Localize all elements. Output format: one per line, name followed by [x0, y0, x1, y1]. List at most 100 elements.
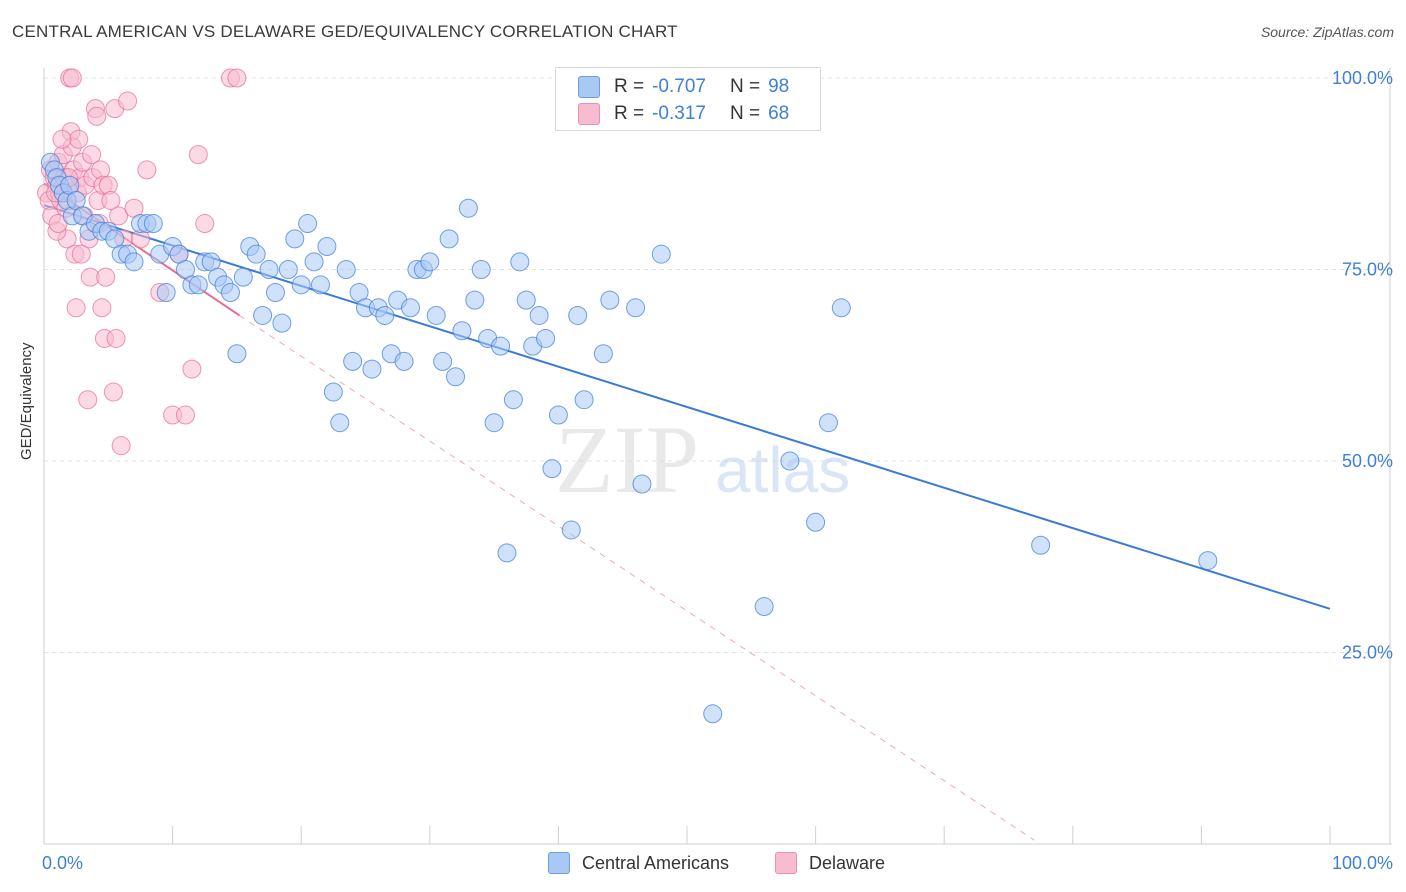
- y-axis-label: GED/Equivalency: [18, 342, 35, 460]
- legend-swatch-blue: [578, 76, 600, 98]
- data-point: [182, 359, 202, 379]
- data-point: [298, 214, 318, 234]
- data-point: [101, 191, 121, 211]
- data-point: [1031, 535, 1051, 555]
- data-point: [96, 267, 116, 287]
- data-point: [510, 252, 530, 272]
- data-point: [253, 305, 273, 325]
- watermark-zip: ZIP: [555, 406, 699, 513]
- watermark-atlas: atlas: [715, 434, 850, 506]
- data-point: [188, 275, 208, 295]
- data-point: [111, 436, 131, 456]
- data-point: [156, 282, 176, 302]
- legend-n-label: N =: [729, 76, 761, 97]
- data-point: [600, 290, 620, 310]
- data-point: [233, 267, 253, 287]
- data-point: [491, 336, 511, 356]
- data-point: [426, 305, 446, 325]
- data-point: [195, 214, 215, 234]
- data-point: [259, 260, 279, 279]
- data-point: [548, 405, 568, 425]
- legend-r-label: R =: [614, 76, 645, 97]
- data-point: [82, 145, 102, 165]
- watermark: ZIP atlas: [555, 406, 850, 513]
- data-point: [227, 344, 247, 364]
- legend-r-value: -0.707: [652, 76, 706, 97]
- data-point: [516, 290, 536, 310]
- data-point: [227, 68, 247, 88]
- data-point: [536, 328, 556, 348]
- data-point: [87, 106, 107, 126]
- legend-n-value: 68: [768, 103, 790, 124]
- data-point: [439, 229, 459, 249]
- data-point: [497, 543, 517, 563]
- data-point: [143, 214, 163, 234]
- gridlines: [44, 77, 1392, 653]
- data-point: [103, 382, 123, 402]
- data-point: [69, 129, 89, 149]
- data-point: [285, 229, 305, 249]
- y-tick-label: 75.0%: [1342, 260, 1393, 280]
- data-point: [394, 351, 414, 371]
- data-point: [330, 413, 350, 433]
- data-point: [542, 459, 562, 479]
- data-point: [323, 382, 343, 402]
- data-point: [291, 275, 311, 295]
- data-point: [175, 405, 195, 425]
- data-point: [137, 160, 157, 180]
- data-point: [52, 129, 72, 149]
- data-point: [503, 390, 523, 410]
- trend-line-0: [43, 204, 1331, 610]
- y-tick-label: 25.0%: [1342, 643, 1393, 663]
- data-point: [401, 298, 421, 318]
- data-point: [471, 260, 491, 279]
- data-point: [62, 68, 82, 88]
- data-point: [278, 260, 298, 279]
- data-point: [343, 351, 363, 371]
- data-point: [92, 298, 112, 318]
- data-point: [632, 474, 652, 494]
- axes: [43, 68, 1392, 845]
- data-point: [626, 298, 646, 318]
- data-point: [465, 290, 485, 310]
- data-point: [66, 298, 86, 318]
- series-label: Delaware: [809, 852, 886, 873]
- source-credit: Source: ZipAtlas.com: [1260, 24, 1394, 40]
- series-swatch-pink: [775, 852, 797, 874]
- data-point: [529, 305, 549, 325]
- series-legend-central-americans[interactable]: Central Americans: [548, 852, 729, 874]
- legend-row-delaware: R = -0.317 N = 68: [578, 101, 789, 127]
- x-tick-label: 0.0%: [42, 853, 83, 873]
- series-swatch-blue: [548, 852, 570, 874]
- data-point: [265, 282, 285, 302]
- legend-r-value: -0.317: [652, 103, 706, 124]
- data-point: [362, 359, 382, 379]
- data-point: [310, 275, 330, 295]
- data-point: [272, 313, 292, 333]
- data-point: [188, 145, 208, 165]
- legend-n-label: N =: [729, 103, 761, 124]
- y-tick-label: 100.0%: [1332, 68, 1393, 88]
- data-point: [703, 704, 723, 724]
- data-point: [246, 244, 266, 264]
- data-point: [78, 390, 98, 410]
- data-point: [818, 413, 838, 433]
- series-label: Central Americans: [582, 852, 730, 873]
- y-tick-label: 50.0%: [1342, 451, 1393, 471]
- data-point: [831, 298, 851, 318]
- data-point: [420, 252, 440, 272]
- central-american-points: [40, 152, 1218, 724]
- data-point: [433, 351, 453, 371]
- data-point: [304, 252, 324, 272]
- data-point: [317, 237, 337, 257]
- tick-labels: 100.0% 75.0% 50.0% 25.0% 0.0% 100.0%: [42, 68, 1393, 873]
- legend-swatch-pink: [578, 103, 600, 125]
- data-point: [806, 512, 826, 532]
- data-point: [458, 198, 478, 218]
- data-point: [780, 451, 800, 471]
- data-point: [106, 328, 126, 348]
- chart-title: CENTRAL AMERICAN VS DELAWARE GED/EQUIVAL…: [12, 22, 678, 41]
- legend-row-central-americans: R = -0.707 N = 98: [578, 74, 789, 100]
- data-point: [452, 321, 472, 341]
- series-legend-delaware[interactable]: Delaware: [775, 852, 885, 874]
